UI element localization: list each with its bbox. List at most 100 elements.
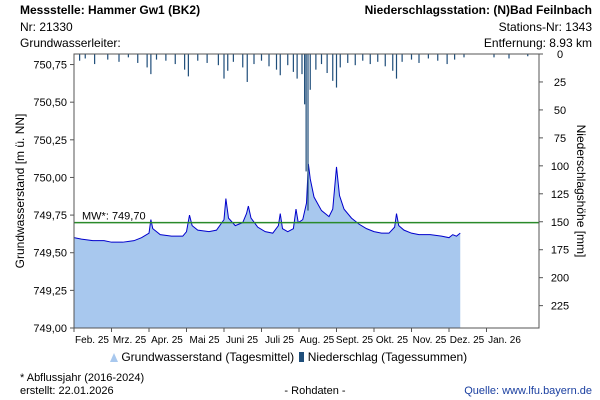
y2-tick-label: 175 bbox=[551, 245, 569, 257]
x-tick-label: Aug. 25 bbox=[300, 335, 335, 346]
gw-legend-label: Grundwasserstand (Tagesmittel) bbox=[121, 350, 295, 364]
precip-bar bbox=[107, 54, 109, 60]
y-tick-label: 750,50 bbox=[33, 97, 67, 109]
precip-bar bbox=[217, 54, 219, 66]
precip-bar bbox=[446, 54, 448, 65]
y2-tick-label: 0 bbox=[557, 49, 563, 61]
precip-bar bbox=[197, 54, 199, 61]
precip-bar bbox=[410, 54, 413, 60]
precip-bar bbox=[401, 54, 403, 62]
precip-bar bbox=[320, 54, 323, 65]
y2-tick-label: 225 bbox=[551, 301, 569, 313]
precip-bar bbox=[287, 54, 289, 66]
precip-bar bbox=[508, 54, 510, 59]
y-tick-label: 749,50 bbox=[33, 248, 67, 260]
precip-bar bbox=[335, 54, 338, 88]
left-axis-title: Grundwasserstand [m ü. NN] bbox=[13, 114, 27, 269]
precip-bar bbox=[296, 54, 298, 79]
precip-bar bbox=[301, 54, 303, 75]
y2-tick-label: 200 bbox=[551, 273, 569, 285]
y2-tick-label: 100 bbox=[551, 161, 569, 173]
precip-bar bbox=[260, 54, 263, 61]
footnote: * Abflussjahr (2016-2024) bbox=[20, 372, 145, 384]
precip-bar bbox=[326, 54, 328, 74]
x-tick-label: Jan. 26 bbox=[488, 335, 521, 346]
precip-bar bbox=[246, 54, 248, 82]
y2-tick-label: 50 bbox=[554, 105, 566, 117]
precip-bar bbox=[150, 54, 152, 75]
precip-bar bbox=[395, 54, 398, 79]
precip-bar bbox=[232, 54, 234, 62]
x-tick-label: Nov. 25 bbox=[413, 335, 447, 346]
groundwater-area bbox=[74, 163, 461, 328]
precip-station-number: Stations-Nr: 1343 bbox=[498, 20, 592, 34]
precip-bar bbox=[84, 54, 86, 59]
right-axis-title: Niederschlagshöhe [mm] bbox=[574, 125, 588, 258]
precip-bar bbox=[155, 54, 158, 60]
x-tick-label: Mrz. 25 bbox=[113, 335, 147, 346]
precip-bar bbox=[292, 54, 294, 72]
gw-legend-icon bbox=[110, 353, 118, 362]
precip-bar bbox=[174, 54, 176, 65]
station-title: Messstelle: Hammer Gw1 (BK2) bbox=[20, 3, 201, 17]
x-tick-label: Okt. 25 bbox=[376, 335, 409, 346]
mean-label: MW*: 749,70 bbox=[82, 211, 146, 223]
x-tick-label: Feb. 25 bbox=[75, 335, 109, 346]
precip-bar bbox=[493, 54, 495, 58]
precip-bar bbox=[384, 54, 386, 67]
precip-station-title: Niederschlagsstation: (N)Bad Feilnbach bbox=[364, 3, 592, 17]
y2-tick-label: 150 bbox=[551, 217, 569, 229]
precip-bar bbox=[369, 54, 371, 65]
y-tick-label: 750,00 bbox=[33, 172, 67, 184]
precip-bar bbox=[463, 54, 465, 58]
source-link[interactable]: Quelle: www.lfu.bayern.de bbox=[464, 385, 592, 397]
x-tick-label: Sept. 25 bbox=[336, 335, 374, 346]
groundwater-line bbox=[73, 163, 461, 243]
precip-bar bbox=[347, 54, 349, 63]
precip-bar bbox=[79, 54, 81, 61]
y2-tick-label: 25 bbox=[554, 77, 566, 89]
plot-area bbox=[73, 54, 539, 328]
x-tick-label: Mai 25 bbox=[189, 335, 219, 346]
precip-bar bbox=[527, 54, 529, 57]
raw-data-note: - Rohdaten - bbox=[284, 385, 346, 397]
aquifer-label: Grundwasserleiter: bbox=[20, 36, 121, 50]
precip-bar bbox=[392, 54, 394, 71]
precip-bar bbox=[427, 54, 429, 59]
precip-bar bbox=[309, 54, 311, 90]
precip-bar bbox=[206, 54, 208, 63]
y2-tick-label: 75 bbox=[554, 133, 566, 145]
precip-bar bbox=[354, 54, 356, 66]
created-date: erstellt: 22.01.2026 bbox=[20, 385, 114, 397]
precip-bar bbox=[118, 54, 120, 62]
precip-bar bbox=[94, 54, 96, 65]
legend: Grundwasserstand (Tagesmittel) Niedersch… bbox=[110, 350, 467, 364]
precip-bar bbox=[377, 54, 379, 62]
precip-bar bbox=[454, 54, 456, 60]
y-tick-label: 750,25 bbox=[33, 135, 67, 147]
y-tick-label: 749,25 bbox=[33, 285, 67, 297]
precip-bar bbox=[305, 54, 307, 172]
precip-bar bbox=[437, 54, 439, 61]
precip-bar bbox=[146, 54, 148, 68]
y-tick-label: 750,75 bbox=[33, 60, 67, 72]
precip-bar bbox=[268, 54, 270, 67]
plot-frame bbox=[73, 53, 540, 329]
distance-label: Entfernung: 8.93 km bbox=[483, 36, 592, 50]
precip-legend-icon bbox=[299, 352, 305, 362]
precip-bar bbox=[315, 54, 317, 70]
precip-bar bbox=[165, 54, 167, 61]
precip-bar bbox=[223, 54, 225, 79]
precip-bar bbox=[304, 54, 306, 105]
axes: 749,00 749,25 749,50 749,75 750,00 750,25 750,… bbox=[33, 49, 569, 346]
x-tick-label: Juli 25 bbox=[265, 335, 294, 346]
precip-bar bbox=[187, 54, 189, 77]
x-tick-label: Juni 25 bbox=[226, 335, 259, 346]
precip-bar bbox=[279, 54, 281, 76]
y-tick-label: 749,75 bbox=[33, 210, 67, 222]
precip-bar bbox=[339, 54, 341, 68]
precip-bar bbox=[253, 54, 255, 65]
y2-tick-label: 125 bbox=[551, 189, 569, 201]
x-tick-label: Apr. 25 bbox=[151, 335, 183, 346]
